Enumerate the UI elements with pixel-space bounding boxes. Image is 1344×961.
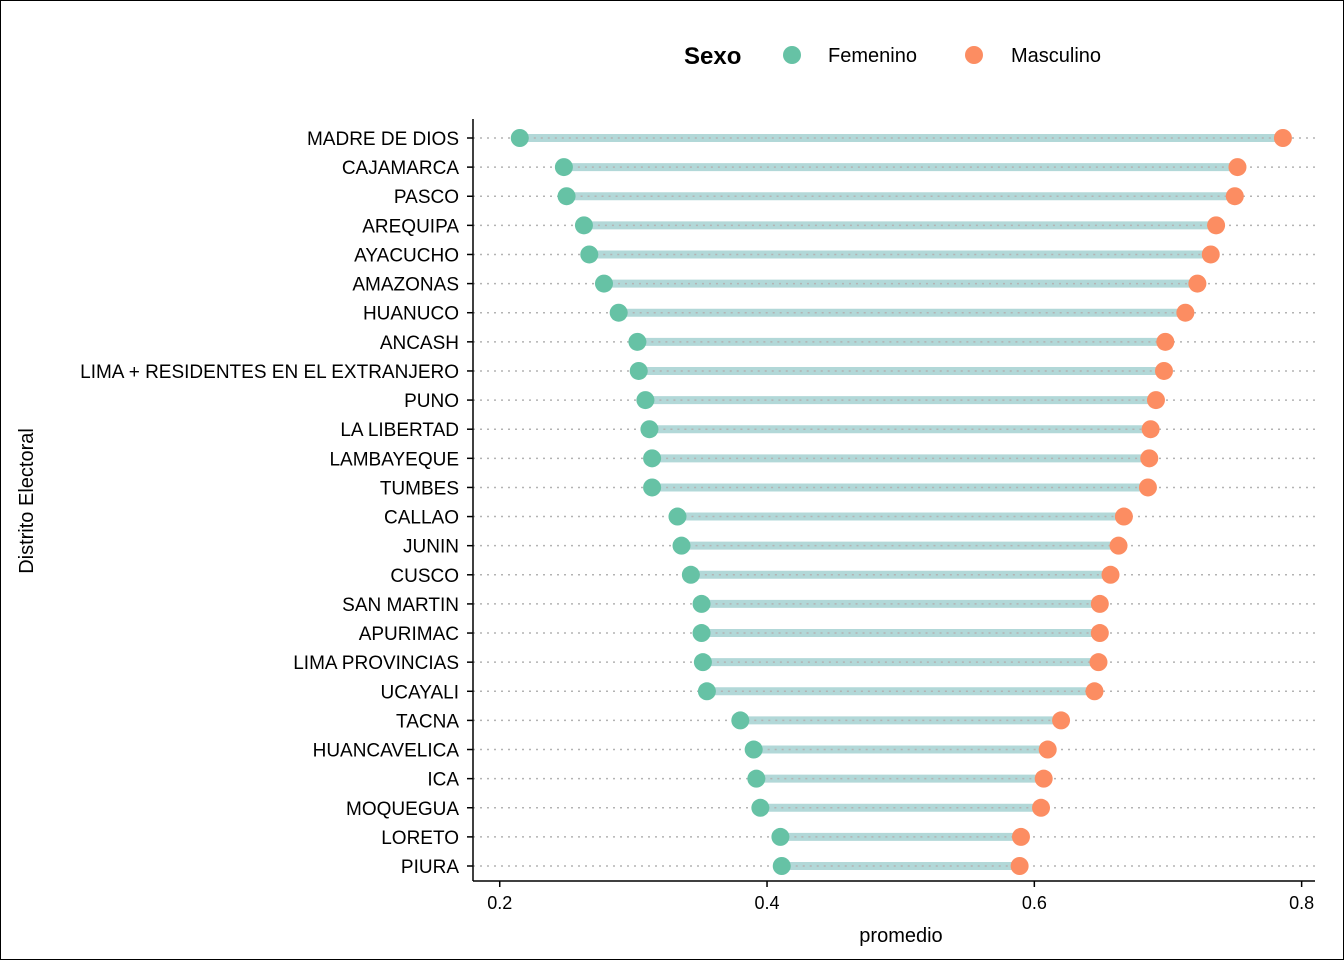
y-tick-label-puno: PUNO (404, 391, 459, 412)
y-tick-label-apurimac: APURIMAC (359, 624, 459, 645)
point-masculino-ucayali (1085, 682, 1104, 701)
point-masculino-ayacucho (1201, 245, 1220, 264)
point-femenino-junin (672, 536, 691, 555)
x-tick-label-2: 0.6 (1022, 893, 1047, 913)
y-tick-label-junin: JUNIN (403, 537, 459, 558)
point-femenino-lima-residentes-en-el-extranjero (629, 361, 648, 380)
point-masculino-huancavelica (1038, 740, 1057, 759)
point-masculino-huanuco (1176, 303, 1195, 322)
points (510, 129, 1292, 875)
legend-label-femenino: Femenino (828, 45, 917, 67)
point-femenino-lambayeque (643, 449, 662, 468)
x-tick-label-0: 0.2 (487, 893, 512, 913)
y-tick-label-lambayeque: LAMBAYEQUE (329, 449, 459, 470)
x-axis-title: promedio (859, 925, 942, 947)
y-tick-label-tacna: TACNA (396, 711, 459, 732)
y-axis-title: Distrito Electoral (16, 428, 38, 574)
y-tick-label-ancash: ANCASH (380, 333, 459, 354)
y-tick-label-cusco: CUSCO (390, 566, 459, 587)
point-femenino-cajamarca (554, 158, 573, 177)
x-ticks: 0.2 0.4 0.6 0.8 (487, 881, 1314, 913)
point-masculino-tacna (1052, 711, 1071, 730)
point-masculino-puno (1146, 391, 1165, 410)
point-masculino-lima-provincias (1089, 653, 1108, 672)
point-masculino-tumbes (1138, 478, 1157, 497)
point-masculino-san-martin (1090, 594, 1109, 613)
y-tick-label-huancavelica: HUANCAVELICA (313, 741, 460, 762)
y-tick-label-amazonas: AMAZONAS (352, 275, 459, 296)
x-tick-label-3: 0.8 (1289, 893, 1314, 913)
point-masculino-apurimac (1090, 624, 1109, 643)
y-tick-label-la-libertad: LA LIBERTAD (340, 420, 459, 441)
point-masculino-ancash (1156, 332, 1175, 351)
point-femenino-tacna (731, 711, 750, 730)
point-masculino-amazonas (1188, 274, 1207, 293)
y-tick-label-loreto: LORETO (381, 828, 459, 849)
point-femenino-arequipa (574, 216, 593, 235)
point-masculino-madre-de-dios (1273, 129, 1292, 147)
y-tick-label-pasco: PASCO (394, 187, 459, 208)
x-tick-label-1: 0.4 (755, 893, 780, 913)
point-masculino-cusco (1101, 565, 1120, 584)
point-femenino-huanuco (609, 303, 628, 322)
point-masculino-la-libertad (1141, 420, 1160, 439)
point-femenino-ayacucho (580, 245, 599, 264)
point-masculino-piura (1010, 857, 1029, 875)
y-tick-label-lima-provincias: LIMA PROVINCIAS (293, 653, 459, 674)
point-masculino-lima-residentes-en-el-extranjero (1154, 361, 1173, 380)
point-femenino-ica (747, 769, 766, 788)
y-tick-label-madre-de-dios: MADRE DE DIOS (307, 129, 459, 150)
y-tick-label-san-martin: SAN MARTIN (342, 595, 459, 616)
point-masculino-moquegua (1032, 798, 1051, 817)
point-femenino-amazonas (594, 274, 613, 293)
y-tick-label-ucayali: UCAYALI (381, 682, 460, 703)
y-tick-label-callao: CALLAO (384, 508, 459, 529)
point-femenino-cusco (681, 565, 700, 584)
point-femenino-ucayali (697, 682, 716, 701)
point-femenino-ancash (628, 332, 647, 351)
legend: Sexo Femenino Masculino (684, 43, 1101, 70)
point-femenino-la-libertad (640, 420, 659, 439)
legend-label-masculino: Masculino (1011, 45, 1101, 67)
point-masculino-arequipa (1207, 216, 1226, 235)
legend-key-femenino (783, 46, 801, 64)
point-femenino-pasco (557, 187, 576, 206)
y-tick-label-moquegua: MOQUEGUA (346, 799, 459, 820)
y-tick-label-lima-residentes-en-el-extranjero: LIMA + RESIDENTES EN EL EXTRANJERO (80, 362, 459, 383)
point-femenino-madre-de-dios (510, 129, 529, 147)
y-tick-label-piura: PIURA (401, 857, 459, 878)
legend-key-masculino (965, 46, 983, 64)
y-tick-label-huanuco: HUANUCO (363, 304, 459, 325)
y-tick-label-ayacucho: AYACUCHO (354, 245, 459, 266)
point-masculino-loreto (1011, 827, 1030, 846)
point-masculino-lambayeque (1140, 449, 1159, 468)
segments (519, 134, 1283, 870)
y-tick-label-cajamarca: CAJAMARCA (342, 158, 460, 179)
point-femenino-moquegua (751, 798, 770, 817)
gridlines (473, 137, 1315, 867)
legend-title: Sexo (684, 43, 741, 70)
point-masculino-cajamarca (1228, 158, 1247, 177)
y-tick-label-arequipa: AREQUIPA (362, 216, 459, 237)
point-femenino-callao (668, 507, 687, 526)
point-femenino-piura (772, 857, 791, 875)
point-masculino-pasco (1225, 187, 1244, 206)
point-femenino-loreto (771, 827, 790, 846)
point-femenino-tumbes (643, 478, 662, 497)
point-femenino-puno (636, 391, 655, 410)
point-femenino-san-martin (692, 594, 711, 613)
y-tick-label-tumbes: TUMBES (380, 478, 459, 499)
point-masculino-ica (1034, 769, 1053, 788)
point-femenino-apurimac (692, 624, 711, 643)
point-masculino-callao (1114, 507, 1133, 526)
y-tick-label-ica: ICA (427, 770, 459, 791)
point-masculino-junin (1109, 536, 1128, 555)
point-femenino-huancavelica (744, 740, 763, 759)
point-femenino-lima-provincias (693, 653, 712, 672)
y-tick-labels: MADRE DE DIOS CAJAMARCA PASCO AREQUIPA AYACU… (80, 129, 473, 878)
